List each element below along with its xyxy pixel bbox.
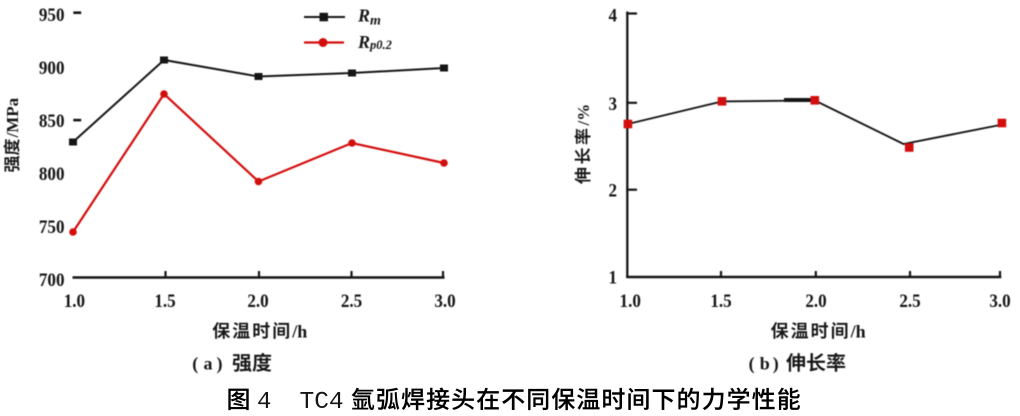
svg-text:4: 4 <box>608 5 617 26</box>
svg-text:3: 3 <box>608 93 617 114</box>
svg-text:): ) <box>217 354 223 375</box>
svg-text:TC4: TC4 <box>300 389 344 416</box>
svg-text:): ) <box>773 354 779 375</box>
svg-text:/%: /% <box>574 104 593 127</box>
svg-text:(: ( <box>749 354 755 375</box>
svg-text:Rm: Rm <box>357 5 381 28</box>
svg-text:b: b <box>760 354 770 374</box>
svg-text:Rp0.2: Rp0.2 <box>357 32 392 52</box>
svg-text:2: 2 <box>608 180 617 201</box>
svg-text:2.5: 2.5 <box>899 290 920 311</box>
svg-text:1.5: 1.5 <box>710 290 731 311</box>
svg-text:850: 850 <box>39 110 65 131</box>
svg-text:3.0: 3.0 <box>989 290 1010 311</box>
svg-text:1: 1 <box>608 267 617 288</box>
svg-text:/MPa: /MPa <box>3 97 22 138</box>
svg-text:1.0: 1.0 <box>620 290 641 311</box>
svg-text:2.0: 2.0 <box>805 290 826 311</box>
svg-text:a: a <box>204 354 213 374</box>
svg-text:950: 950 <box>39 4 65 25</box>
svg-text:1.0: 1.0 <box>64 290 85 311</box>
svg-text:2.5: 2.5 <box>341 290 362 311</box>
svg-text:750: 750 <box>39 216 65 237</box>
svg-text:/h: /h <box>291 321 307 341</box>
svg-text:1.5: 1.5 <box>154 290 175 311</box>
svg-text:(: ( <box>192 354 198 375</box>
svg-text:2.0: 2.0 <box>247 290 268 311</box>
svg-text:900: 900 <box>39 57 65 78</box>
svg-text:800: 800 <box>39 163 65 184</box>
svg-text:700: 700 <box>39 269 65 290</box>
svg-text:3.0: 3.0 <box>434 290 455 311</box>
svg-text:/h: /h <box>850 321 866 341</box>
svg-text:4: 4 <box>257 389 271 416</box>
